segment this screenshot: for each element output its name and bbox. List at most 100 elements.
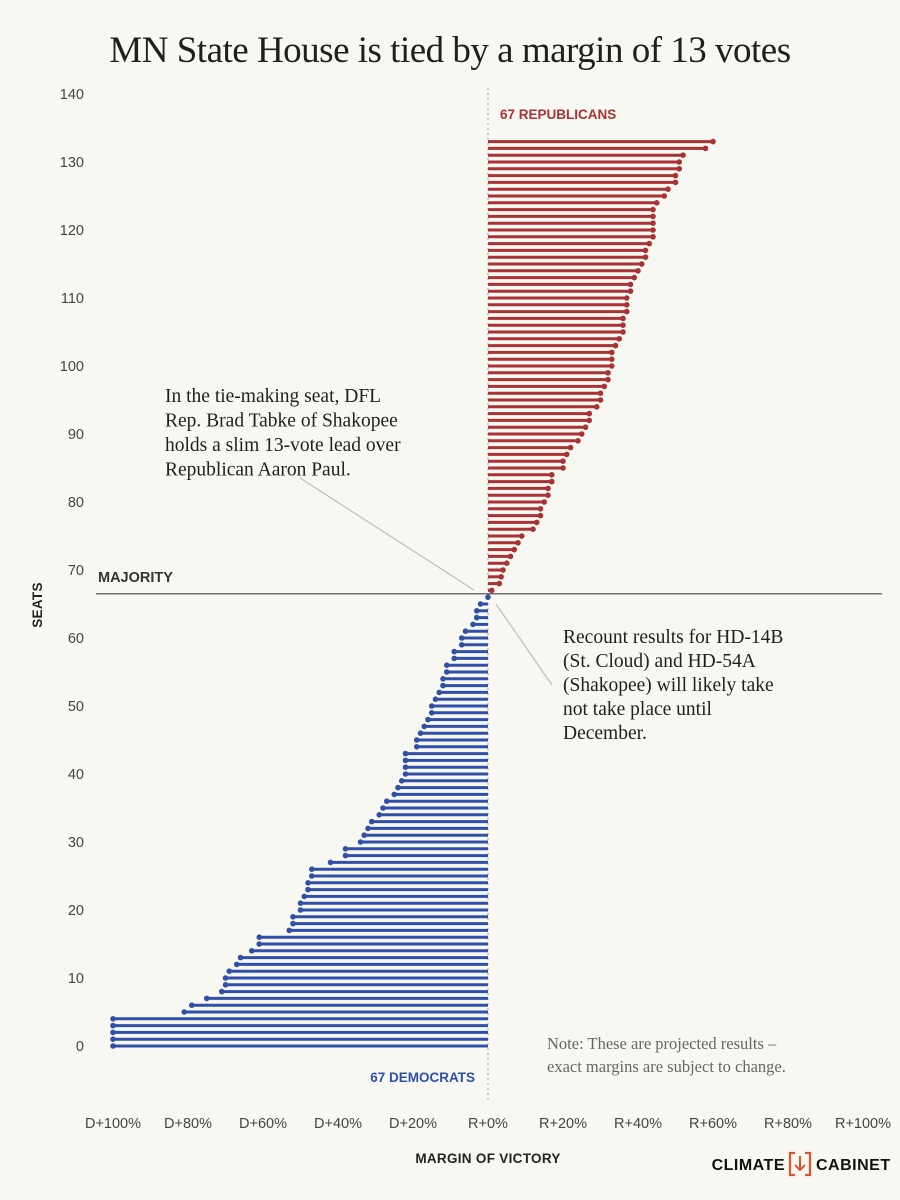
footnote-line: exact margins are subject to change. [547, 1057, 786, 1076]
seat-point [110, 1043, 116, 1049]
seat-point [110, 1029, 116, 1036]
seat-point [560, 465, 566, 471]
seat-point [672, 179, 679, 186]
chart-title: MN State House is tied by a margin of 13… [109, 30, 790, 71]
seat-point [537, 512, 544, 519]
recount-annotation-line: Recount results for HD-14B [563, 627, 783, 648]
seat-point [301, 893, 308, 900]
seat-point [305, 886, 311, 893]
seat-point [676, 159, 683, 165]
seat-point [342, 852, 349, 859]
recount-annotation-line: December. [563, 723, 647, 744]
y-tick-label: 130 [60, 155, 84, 171]
seat-point [256, 934, 263, 940]
tie-annotation-line: holds a slim 13-vote lead over [165, 435, 401, 456]
seat-point [578, 431, 585, 437]
seat-point [297, 900, 304, 906]
x-tick-label: D+40% [314, 1116, 362, 1132]
seat-point [548, 478, 555, 485]
x-tick-label: R+100% [835, 1116, 891, 1132]
seat-point [575, 438, 581, 444]
seat-point [530, 526, 536, 532]
seat-point [110, 1036, 116, 1042]
seat-point [608, 349, 615, 356]
seat-point [638, 261, 645, 267]
seat-point [680, 152, 686, 158]
seat-point [440, 676, 446, 682]
seat-point [586, 410, 593, 417]
y-tick-label: 20 [68, 903, 84, 919]
seat-point [537, 506, 544, 512]
y-tick-label: 100 [60, 359, 84, 375]
seat-point [458, 642, 465, 648]
seat-point [620, 315, 626, 322]
seat-point [548, 472, 555, 478]
seat-point [181, 1009, 188, 1015]
seat-point [470, 621, 476, 628]
y-tick-label: 0 [76, 1039, 84, 1055]
seat-point [676, 166, 683, 172]
seat-point [710, 138, 716, 145]
seat-point [485, 594, 491, 600]
seat-point [327, 859, 334, 866]
tie-annotation-line: In the tie-making seat, DFL [165, 386, 381, 407]
seat-point [428, 703, 435, 709]
tie-annotation-leader [299, 477, 475, 591]
x-tick-label: D+20% [389, 1116, 437, 1132]
seat-point [248, 948, 255, 954]
recount-annotation-line: (St. Cloud) and HD-54A [563, 651, 756, 672]
seat-point [665, 186, 671, 192]
seat-point [631, 274, 638, 281]
seat-point [507, 553, 514, 560]
seat-point [620, 329, 626, 335]
footnote: Note: These are projected results – exact… [547, 1034, 786, 1076]
x-tick-label: R+20% [539, 1116, 587, 1132]
seat-point [286, 927, 293, 934]
seat-point [391, 791, 398, 798]
seat-point [432, 696, 439, 702]
seat-point [616, 336, 623, 342]
seat-point [498, 574, 504, 580]
seat-point [425, 716, 431, 723]
seat-point [380, 805, 386, 811]
seat-point [473, 608, 480, 614]
seat-point [620, 322, 626, 329]
seat-point [413, 737, 420, 743]
seat-point [597, 397, 604, 403]
seat-point [365, 825, 371, 832]
y-axis-label: SEATS [30, 582, 45, 628]
seat-point [650, 220, 656, 226]
y-tick-label: 50 [68, 699, 84, 715]
y-tick-label: 120 [60, 223, 84, 239]
y-tick-label: 80 [68, 495, 84, 511]
x-tick-label: R+40% [614, 1116, 662, 1132]
seat-point [443, 662, 450, 668]
logo-text-left: CLIMATE [712, 1157, 785, 1174]
seat-point [222, 982, 229, 988]
seat-point [226, 968, 233, 974]
seat-point [650, 227, 656, 233]
seat-point [297, 907, 304, 913]
climate-cabinet-logo: CLIMATE CABINET [712, 1151, 890, 1177]
seat-point [601, 383, 608, 390]
seat-point [642, 254, 649, 260]
democrats-label: 67 DEMOCRATS [370, 1070, 475, 1085]
seat-point [308, 873, 315, 879]
seat-point [608, 356, 615, 363]
seat-point [627, 288, 634, 295]
seat-point [222, 975, 229, 981]
seat-point [218, 988, 225, 995]
y-tick-label: 40 [68, 767, 84, 783]
y-tick-label: 90 [68, 427, 84, 443]
y-tick-label: 140 [60, 87, 84, 103]
seat-point [650, 213, 656, 220]
y-tick-label: 70 [68, 563, 84, 579]
x-tick-label: R+80% [764, 1116, 812, 1132]
x-axis-label: MARGIN OF VICTORY [415, 1151, 560, 1166]
seat-point [533, 519, 540, 526]
tie-annotation-line: Rep. Brad Tabke of Shakopee [165, 411, 398, 432]
seat-point [290, 914, 296, 920]
seat-point [402, 764, 409, 770]
seat-point [462, 628, 469, 634]
seat-point [582, 424, 589, 431]
